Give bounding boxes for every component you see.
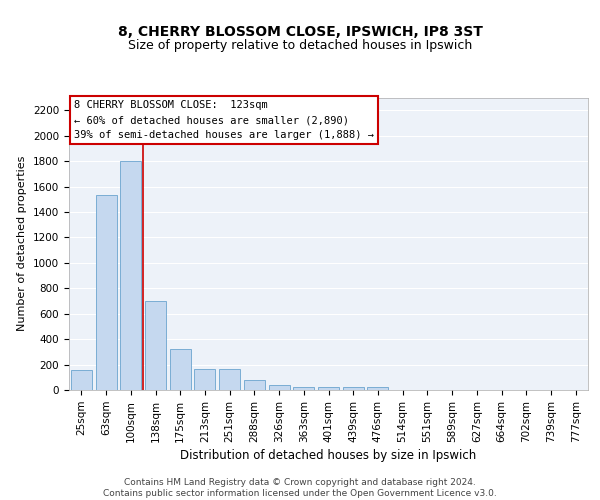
Bar <box>120 161 141 390</box>
Bar <box>71 370 92 390</box>
Bar <box>219 369 240 390</box>
Bar <box>95 196 116 390</box>
Text: 8 CHERRY BLOSSOM CLOSE:  123sqm
← 60% of detached houses are smaller (2,890)
39%: 8 CHERRY BLOSSOM CLOSE: 123sqm ← 60% of … <box>74 100 374 140</box>
Text: 8, CHERRY BLOSSOM CLOSE, IPSWICH, IP8 3ST: 8, CHERRY BLOSSOM CLOSE, IPSWICH, IP8 3S… <box>118 26 482 40</box>
Bar <box>145 301 166 390</box>
Bar <box>244 380 265 390</box>
Text: Contains HM Land Registry data © Crown copyright and database right 2024.
Contai: Contains HM Land Registry data © Crown c… <box>103 478 497 498</box>
Bar <box>343 388 364 390</box>
Text: Size of property relative to detached houses in Ipswich: Size of property relative to detached ho… <box>128 38 472 52</box>
Y-axis label: Number of detached properties: Number of detached properties <box>17 156 28 332</box>
Bar <box>170 350 191 390</box>
Bar <box>367 388 388 390</box>
Bar <box>194 369 215 390</box>
Bar <box>293 387 314 390</box>
X-axis label: Distribution of detached houses by size in Ipswich: Distribution of detached houses by size … <box>181 449 476 462</box>
Bar <box>318 388 339 390</box>
Bar <box>269 385 290 390</box>
